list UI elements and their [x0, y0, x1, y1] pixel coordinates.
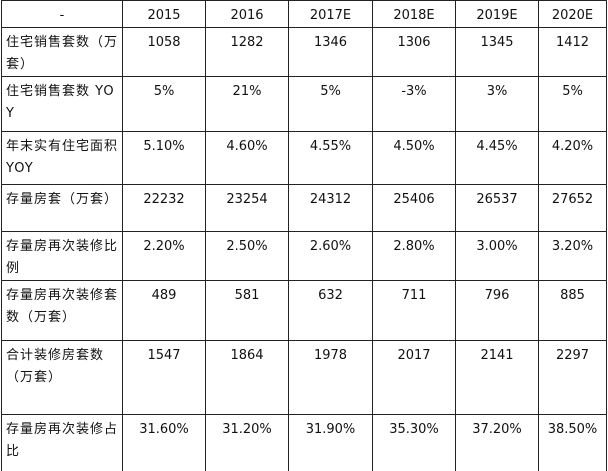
cell: 2.60% — [288, 231, 373, 281]
cell: 2.50% — [205, 231, 289, 281]
cell: 22232 — [122, 184, 206, 232]
cell: 581 — [205, 280, 289, 341]
row-label: 年末实有住宅面积YOY — [1, 131, 123, 185]
cell: 35.30% — [372, 414, 456, 471]
cell: 2.20% — [122, 231, 206, 281]
cell: 2017E — [288, 0, 373, 28]
cell: 4.20% — [538, 131, 607, 185]
cell: 1282 — [205, 27, 289, 77]
table-row: 存量房再次装修套数（万套） 489 581 632 711 796 885 — [1, 280, 607, 341]
row-label: 存量房套（万套） — [1, 184, 123, 232]
cell: 4.50% — [372, 131, 456, 185]
cell: 2020E — [538, 0, 607, 28]
cell: 21% — [205, 76, 289, 132]
cell: 25406 — [372, 184, 456, 232]
cell: 1345 — [455, 27, 539, 77]
cell: 2015 — [122, 0, 206, 28]
header-row: -2015 2016 2017E 2018E 2019E 2020E — [1, 0, 607, 28]
cell: 2019E — [455, 0, 539, 28]
cell: 5% — [538, 76, 607, 132]
cell: 1058 — [122, 27, 206, 77]
cell: 2017 — [372, 340, 456, 415]
cell: 885 — [538, 280, 607, 341]
cell: 4.45% — [455, 131, 539, 185]
table-row: 存量房再次装修比例 2.20% 2.50% 2.60% 2.80% 3.00% 3.20% — [1, 231, 607, 281]
cell: 1864 — [205, 340, 289, 415]
cell: 489 — [122, 280, 206, 341]
cell: 2016 — [205, 0, 289, 28]
row-label: 存量房再次装修占比 — [1, 414, 123, 471]
table-row: 存量房套（万套） 22232 23254 24312 25406 26537 27652 — [1, 184, 607, 232]
table-row: 合计装修房套数（万套） 1547 1864 1978 2017 2141 2297 — [1, 340, 607, 415]
cell: 27652 — [538, 184, 607, 232]
table-row: 存量房再次装修占比 31.60% 31.20% 31.90% 35.30% 37.20% 3… — [1, 414, 607, 471]
cell: 5% — [122, 76, 206, 132]
table-row: 住宅销售套数 YOY 5% 21% 5% -3% 3% 5% — [1, 76, 607, 132]
cell: 5.10% — [122, 131, 206, 185]
cell: 31.90% — [288, 414, 373, 471]
cell: 24312 — [288, 184, 373, 232]
row-label: 存量房再次装修比例 — [1, 231, 123, 281]
cell: 796 — [455, 280, 539, 341]
cell: 1978 — [288, 340, 373, 415]
cell: 3.00% — [455, 231, 539, 281]
cell: 1412 — [538, 27, 607, 77]
cell: 1346 — [288, 27, 373, 77]
row-label: - — [1, 0, 123, 28]
table-row: 年末实有住宅面积YOY 5.10% 4.60% 4.55% 4.50% 4.45% 4.20… — [1, 131, 607, 185]
row-label: 住宅销售套数（万套） — [1, 27, 123, 77]
cell: 1306 — [372, 27, 456, 77]
cell: 711 — [372, 280, 456, 341]
row-label: 住宅销售套数 YOY — [1, 76, 123, 132]
cell: 1547 — [122, 340, 206, 415]
cell: 4.60% — [205, 131, 289, 185]
cell: 632 — [288, 280, 373, 341]
cell: 2141 — [455, 340, 539, 415]
cell: 4.55% — [288, 131, 373, 185]
cell: 5% — [288, 76, 373, 132]
cell: 23254 — [205, 184, 289, 232]
cell: 2018E — [372, 0, 456, 28]
row-label: 存量房再次装修套数（万套） — [1, 280, 123, 341]
cell: 2297 — [538, 340, 607, 415]
row-label: 合计装修房套数（万套） — [1, 340, 123, 415]
cell: 31.60% — [122, 414, 206, 471]
table-row: 住宅销售套数（万套） 1058 1282 1346 1306 1345 1412 — [1, 27, 607, 77]
cell: 26537 — [455, 184, 539, 232]
cell: 37.20% — [455, 414, 539, 471]
cell: -3% — [372, 76, 456, 132]
cell: 3.20% — [538, 231, 607, 281]
cell: 38.50% — [538, 414, 607, 471]
cell: 2.80% — [372, 231, 456, 281]
cell: 3% — [455, 76, 539, 132]
cell: 31.20% — [205, 414, 289, 471]
